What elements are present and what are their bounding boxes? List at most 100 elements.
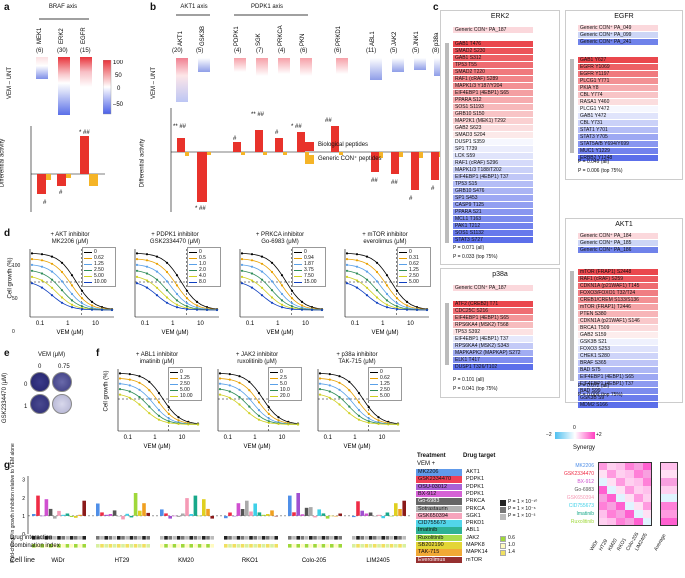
g-ci-cell [176,544,181,548]
e-title: VEM (μM) [38,352,66,358]
heat-cell [643,494,652,502]
dose-point [70,292,74,296]
legend-line [189,251,197,253]
erk2-p2: P = 0.033 (top 75%) [453,254,498,260]
g-interaction-cell [321,536,326,540]
x-tick: 0.1 [141,321,150,327]
legend-row: 2.50 [170,381,200,387]
dose-point [177,419,180,422]
dose-point [300,308,304,311]
legend-row: 10.00 [84,279,114,285]
heat-cell [607,462,616,470]
legend-line [189,269,197,271]
legend-line [294,281,302,283]
heat-cell [607,518,616,526]
g-bar [232,515,236,517]
panel-b-heat-columns [176,58,444,102]
dose-point [165,289,169,292]
heat-cell [625,510,634,518]
d-plot: + PDPK1 inhibitor GSK2334470 (μM) 0.1 1 10 VE… [127,232,223,336]
d-plot-title: + AKT inhibitor [50,232,90,238]
g-interaction-cell [104,536,108,540]
legend-line [399,281,407,283]
dose-point [167,417,170,420]
heat-row: GSK3B S21 [578,339,658,345]
treatment-target: PDPK1 [466,483,485,490]
dose-point [155,286,159,289]
g-bar [292,512,296,516]
dose-point [280,284,284,287]
legend-conc: 5.00 [180,387,190,393]
legend-row: 1.25 [399,267,429,273]
svg-text:** ##: ** ## [173,124,187,130]
dose-point [385,306,389,309]
svg-text:* ##: * ## [195,206,206,212]
g-interaction-cell [44,536,49,540]
g-ci-cell [398,544,402,548]
heat-row: RPS6KA4 (MSK2) T568 [453,322,533,328]
svg-text:#: # [59,190,63,196]
dose-point [40,265,44,268]
erk2-generic-row: Generic CON⁺ PA_187 [453,27,533,33]
dose-point [240,263,244,266]
d-plot-drug: Go-6983 (μM) [261,239,299,245]
g-interaction-cell [368,536,373,540]
dose-point [365,294,369,297]
g-interaction-cell [385,536,390,540]
g-bar [296,493,300,516]
treatment-target: ABL1 [466,527,480,534]
treatment-swatch [416,556,462,564]
x-tick: 10 [179,435,186,441]
d-legend: 0 0.5 1.0 2.0 4.0 8.0 [187,247,221,287]
g-interaction-cell [164,536,168,540]
g-bar [125,513,129,516]
dose-point [345,275,349,278]
legend-row: 0 [399,249,429,255]
erk2-p1: P = 0.071 (all) [453,245,485,251]
legend-conc: 0 [94,249,97,255]
legend-conc: 1.87 [304,261,314,267]
syn-tick-0: 0 [573,425,576,431]
heat-row: DUSP1 T326/T102 [453,364,533,370]
heat-avg-cell [660,494,678,502]
g-interaction-cell [236,536,241,540]
heat-row: EIF4EBP1 (4EBP1) T37 [453,174,533,180]
heat-avg-frame [660,462,678,526]
g-interaction-cell [398,536,402,540]
legend-conc: 7.50 [304,273,314,279]
treatment-name: Sotrastaurin [418,505,448,512]
g-interaction-cell [40,536,44,540]
gene-label-egfr: EGFR [81,27,87,44]
dose-point [228,373,231,376]
g-ci-cell [377,544,381,548]
dose-point [348,380,351,383]
legend-conc: 0.62 [94,255,104,261]
dose-point [375,289,379,292]
dose-point [318,388,322,391]
g-bar [373,515,377,517]
legend-conc: 0.5 [199,255,206,261]
g-bar [189,514,193,516]
legend-conc: 0.62 [409,261,419,267]
legend-line [270,377,278,379]
dose-point [310,308,314,311]
d-plot-svg: 0.1 1 10 VEM (μM) [239,249,324,336]
legend-conc: 0 [280,369,283,375]
ci-legend-swatch [500,536,506,542]
d-plot-svg: 0.1 1 10 VEM (μM) [134,249,219,336]
heat-row: CBL Y774 [578,92,658,98]
dose-point [30,269,34,272]
x-tick: 0.1 [36,321,45,327]
dose-point [238,403,241,406]
g-interaction-cell [197,536,202,540]
d-legend: 0 0.62 1.25 2.50 5.00 10.00 [82,247,116,287]
svg-text:#: # [233,136,237,142]
dose-point [267,420,270,423]
dose-point [385,284,389,287]
heat-row: ATF2 (CREB2) T71 [453,301,533,307]
dose-point [167,412,170,415]
g-interaction-cell [133,536,138,540]
g-bar [181,513,185,516]
treatment-name: SB202190 [418,542,444,548]
legend-line [170,389,178,391]
